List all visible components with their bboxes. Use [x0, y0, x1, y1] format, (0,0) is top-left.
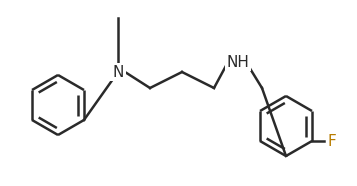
Text: NH: NH: [227, 54, 250, 70]
Text: N: N: [112, 65, 124, 79]
Text: F: F: [328, 134, 337, 148]
